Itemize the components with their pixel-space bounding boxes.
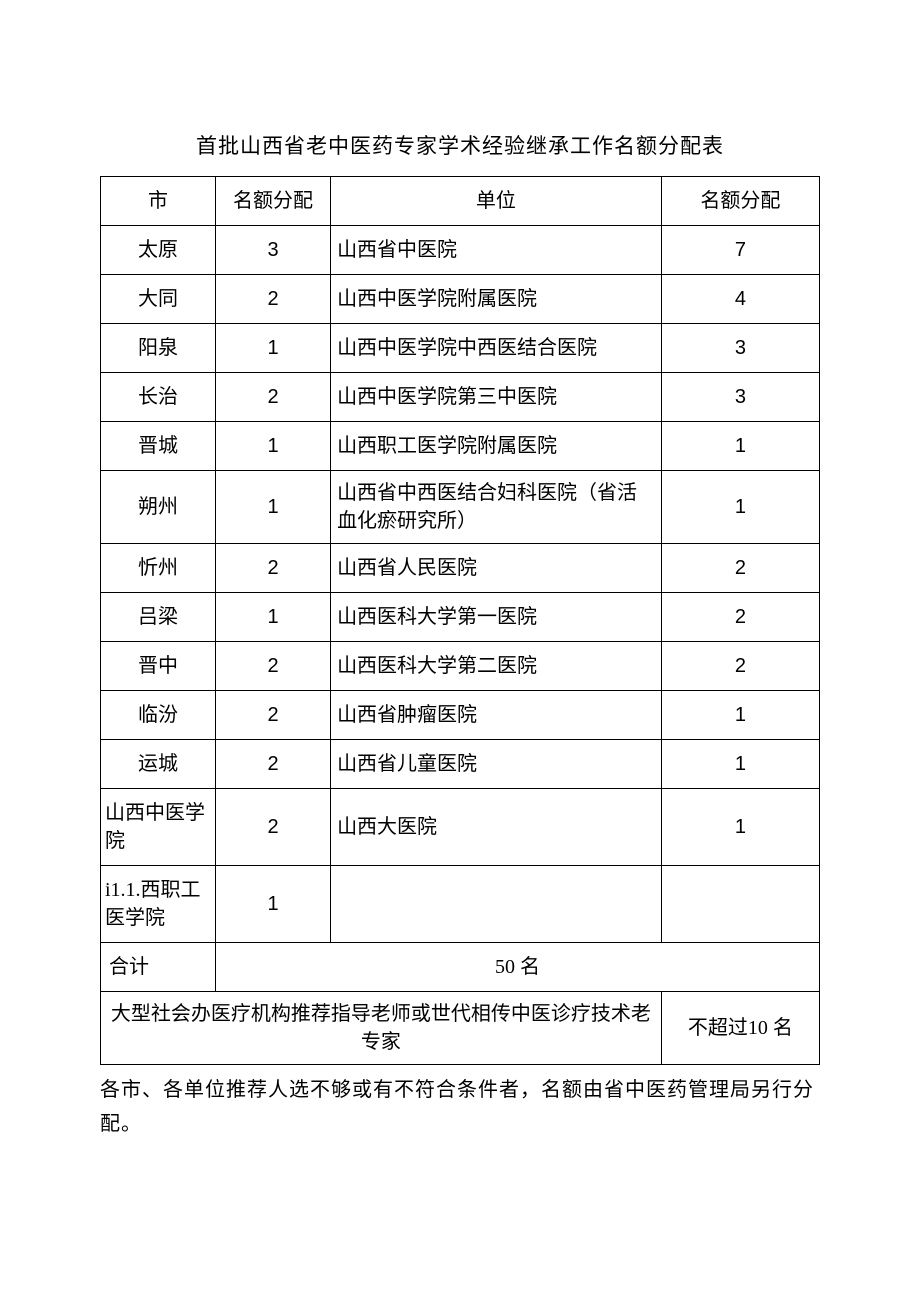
table-row: 临汾2山西省肿瘤医院1: [101, 691, 820, 740]
allocation-table: 市 名额分配 单位 名额分配 太原3山西省中医院7大同2山西中医学院附属医院4阳…: [100, 176, 820, 1065]
table-row: 晋城1山西职工医学院附属医院1: [101, 422, 820, 471]
cell-city: i1.1.西职工医学院: [101, 866, 216, 943]
page-title: 首批山西省老中医药专家学术经验继承工作名额分配表: [100, 130, 820, 160]
table-row: 大同2山西中医学院附属医院4: [101, 275, 820, 324]
table-row: 吕梁1山西医科大学第一医院2: [101, 593, 820, 642]
cell-quota2: 4: [661, 275, 819, 324]
cell-city: 朔州: [101, 471, 216, 544]
table-body: 太原3山西省中医院7大同2山西中医学院附属医院4阳泉1山西中医学院中西医结合医院…: [101, 226, 820, 1065]
cell-quota2: 1: [661, 422, 819, 471]
cell-quota2: 7: [661, 226, 819, 275]
cell-unit: 山西中医学院中西医结合医院: [331, 324, 662, 373]
table-row: 朔州1山西省中西医结合妇科医院（省活血化瘀研究所）1: [101, 471, 820, 544]
total-value: 50 名: [216, 943, 820, 992]
table-row: 山西中医学院2山西大医院1: [101, 789, 820, 866]
cell-unit: [331, 866, 662, 943]
total-row: 合计50 名: [101, 943, 820, 992]
table-row: 长治2山西中医学院第三中医院3: [101, 373, 820, 422]
cell-quota2: 2: [661, 593, 819, 642]
cell-unit: 山西省肿瘤医院: [331, 691, 662, 740]
cell-quota1: 2: [216, 642, 331, 691]
cell-quota2: 1: [661, 471, 819, 544]
cell-quota2: [661, 866, 819, 943]
cell-quota2: 1: [661, 740, 819, 789]
cell-quota2: 3: [661, 373, 819, 422]
cell-city: 晋中: [101, 642, 216, 691]
cell-quota1: 1: [216, 422, 331, 471]
cell-quota2: 2: [661, 642, 819, 691]
cell-quota1: 1: [216, 593, 331, 642]
cell-quota1: 1: [216, 324, 331, 373]
cell-city: 太原: [101, 226, 216, 275]
cell-quota1: 2: [216, 789, 331, 866]
cell-quota1: 1: [216, 866, 331, 943]
table-row: 太原3山西省中医院7: [101, 226, 820, 275]
cell-city: 晋城: [101, 422, 216, 471]
cell-quota1: 1: [216, 471, 331, 544]
cell-city: 阳泉: [101, 324, 216, 373]
cell-quota2: 3: [661, 324, 819, 373]
cell-quota2: 2: [661, 544, 819, 593]
cell-unit: 山西省儿童医院: [331, 740, 662, 789]
cell-city: 临汾: [101, 691, 216, 740]
table-row: 运城2山西省儿童医院1: [101, 740, 820, 789]
cell-city: 山西中医学院: [101, 789, 216, 866]
header-quota1: 名额分配: [216, 177, 331, 226]
cell-city: 大同: [101, 275, 216, 324]
cell-unit: 山西医科大学第二医院: [331, 642, 662, 691]
cell-quota2: 1: [661, 691, 819, 740]
cell-unit: 山西职工医学院附属医院: [331, 422, 662, 471]
extra-label: 大型社会办医疗机构推荐指导老师或世代相传中医诊疗技术老专家: [101, 992, 662, 1065]
cell-city: 吕梁: [101, 593, 216, 642]
table-row: i1.1.西职工医学院1: [101, 866, 820, 943]
cell-unit: 山西大医院: [331, 789, 662, 866]
cell-city: 长治: [101, 373, 216, 422]
cell-unit: 山西医科大学第一医院: [331, 593, 662, 642]
table-row: 阳泉1山西中医学院中西医结合医院3: [101, 324, 820, 373]
table-row: 晋中2山西医科大学第二医院2: [101, 642, 820, 691]
header-unit: 单位: [331, 177, 662, 226]
cell-quota1: 2: [216, 373, 331, 422]
cell-quota1: 3: [216, 226, 331, 275]
header-quota2: 名额分配: [661, 177, 819, 226]
extra-row: 大型社会办医疗机构推荐指导老师或世代相传中医诊疗技术老专家不超过10 名: [101, 992, 820, 1065]
cell-unit: 山西省中医院: [331, 226, 662, 275]
table-header-row: 市 名额分配 单位 名额分配: [101, 177, 820, 226]
cell-quota1: 2: [216, 275, 331, 324]
cell-unit: 山西中医学院第三中医院: [331, 373, 662, 422]
cell-unit: 山西省中西医结合妇科医院（省活血化瘀研究所）: [331, 471, 662, 544]
cell-quota1: 2: [216, 544, 331, 593]
cell-city: 忻州: [101, 544, 216, 593]
cell-unit: 山西省人民医院: [331, 544, 662, 593]
cell-city: 运城: [101, 740, 216, 789]
cell-quota1: 2: [216, 740, 331, 789]
extra-value: 不超过10 名: [661, 992, 819, 1065]
total-label: 合计: [101, 943, 216, 992]
table-row: 忻州2山西省人民医院2: [101, 544, 820, 593]
cell-quota2: 1: [661, 789, 819, 866]
cell-quota1: 2: [216, 691, 331, 740]
cell-unit: 山西中医学院附属医院: [331, 275, 662, 324]
footer-note: 各市、各单位推荐人选不够或有不符合条件者，名额由省中医药管理局另行分配。: [100, 1073, 820, 1141]
header-city: 市: [101, 177, 216, 226]
